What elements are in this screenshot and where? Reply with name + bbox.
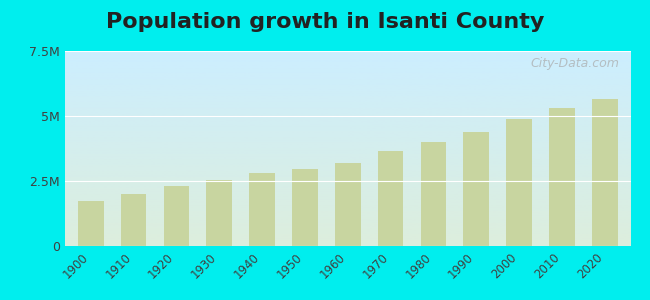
Bar [506,118,532,246]
Bar [378,151,404,246]
Bar [121,194,146,246]
Bar [164,186,189,246]
Bar [463,132,489,246]
Bar [249,173,275,246]
Bar [335,163,361,246]
Text: Population growth in Isanti County: Population growth in Isanti County [106,12,544,32]
Bar [292,169,318,246]
Bar [207,180,232,246]
Bar [78,200,103,246]
Text: City-Data.com: City-Data.com [530,57,619,70]
Bar [549,108,575,246]
Bar [421,142,447,246]
Bar [592,99,617,246]
